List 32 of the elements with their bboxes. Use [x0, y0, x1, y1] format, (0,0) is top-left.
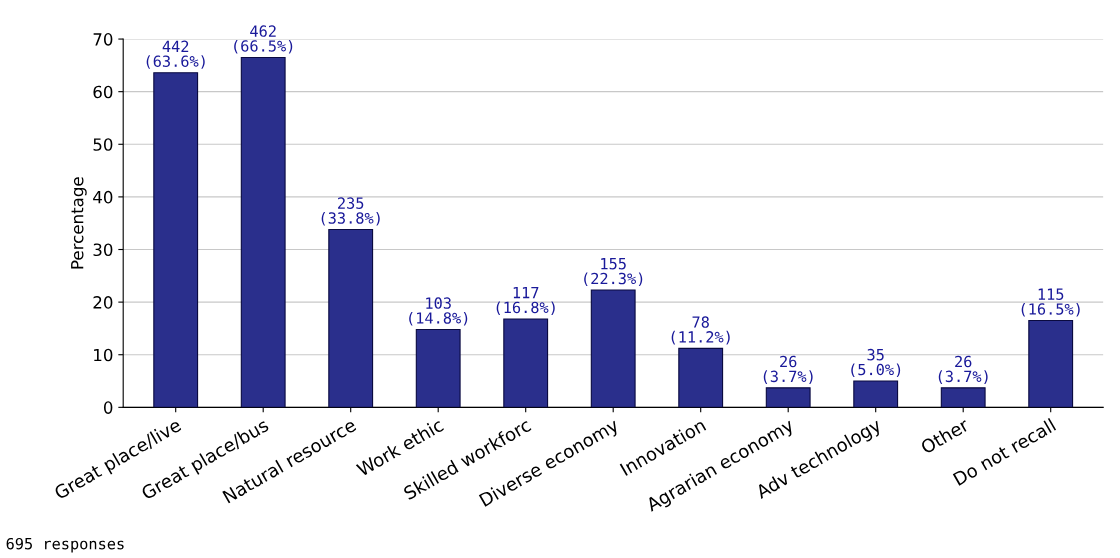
data-label: 35 (5.0%) [851, 348, 901, 378]
y-tick-label: 40 [93, 190, 113, 204]
bar [503, 318, 549, 408]
bar [765, 387, 811, 408]
bar [328, 228, 374, 408]
bar [1028, 319, 1074, 408]
text: 695 responses [6, 537, 124, 553]
bar [415, 328, 461, 408]
y-tick-label: 60 [93, 85, 113, 99]
y-tick-label: 10 [94, 348, 113, 362]
data-label: 26 (3.7%) [938, 355, 988, 384]
data-label: 26 (3.7%) [763, 355, 813, 384]
data-label: 115 (16.5%) [1021, 288, 1080, 317]
bar [240, 56, 286, 408]
data-label: 155 (22.3%) [584, 258, 643, 287]
bar [853, 380, 899, 408]
y-axis-title: Percentage [71, 177, 87, 269]
bar [590, 289, 636, 408]
y-tick-label: 70 [93, 33, 113, 46]
y-tick-label: 20 [93, 296, 113, 309]
data-label: 442 (63.6%) [146, 40, 205, 69]
data-label: 117 (16.8%) [496, 286, 555, 316]
y-tick-label: 30 [93, 243, 113, 257]
data-label: 103 (14.8%) [409, 297, 468, 326]
y-tick-label: 50 [93, 138, 113, 151]
bar [153, 72, 199, 408]
data-label: 78 (11.2%) [671, 316, 730, 345]
y-tick-label: 0 [103, 401, 113, 414]
bar [678, 347, 724, 408]
bar [940, 387, 986, 408]
data-label: 235 (33.8%) [321, 197, 380, 226]
data-label: 462 (66.5%) [234, 25, 293, 54]
